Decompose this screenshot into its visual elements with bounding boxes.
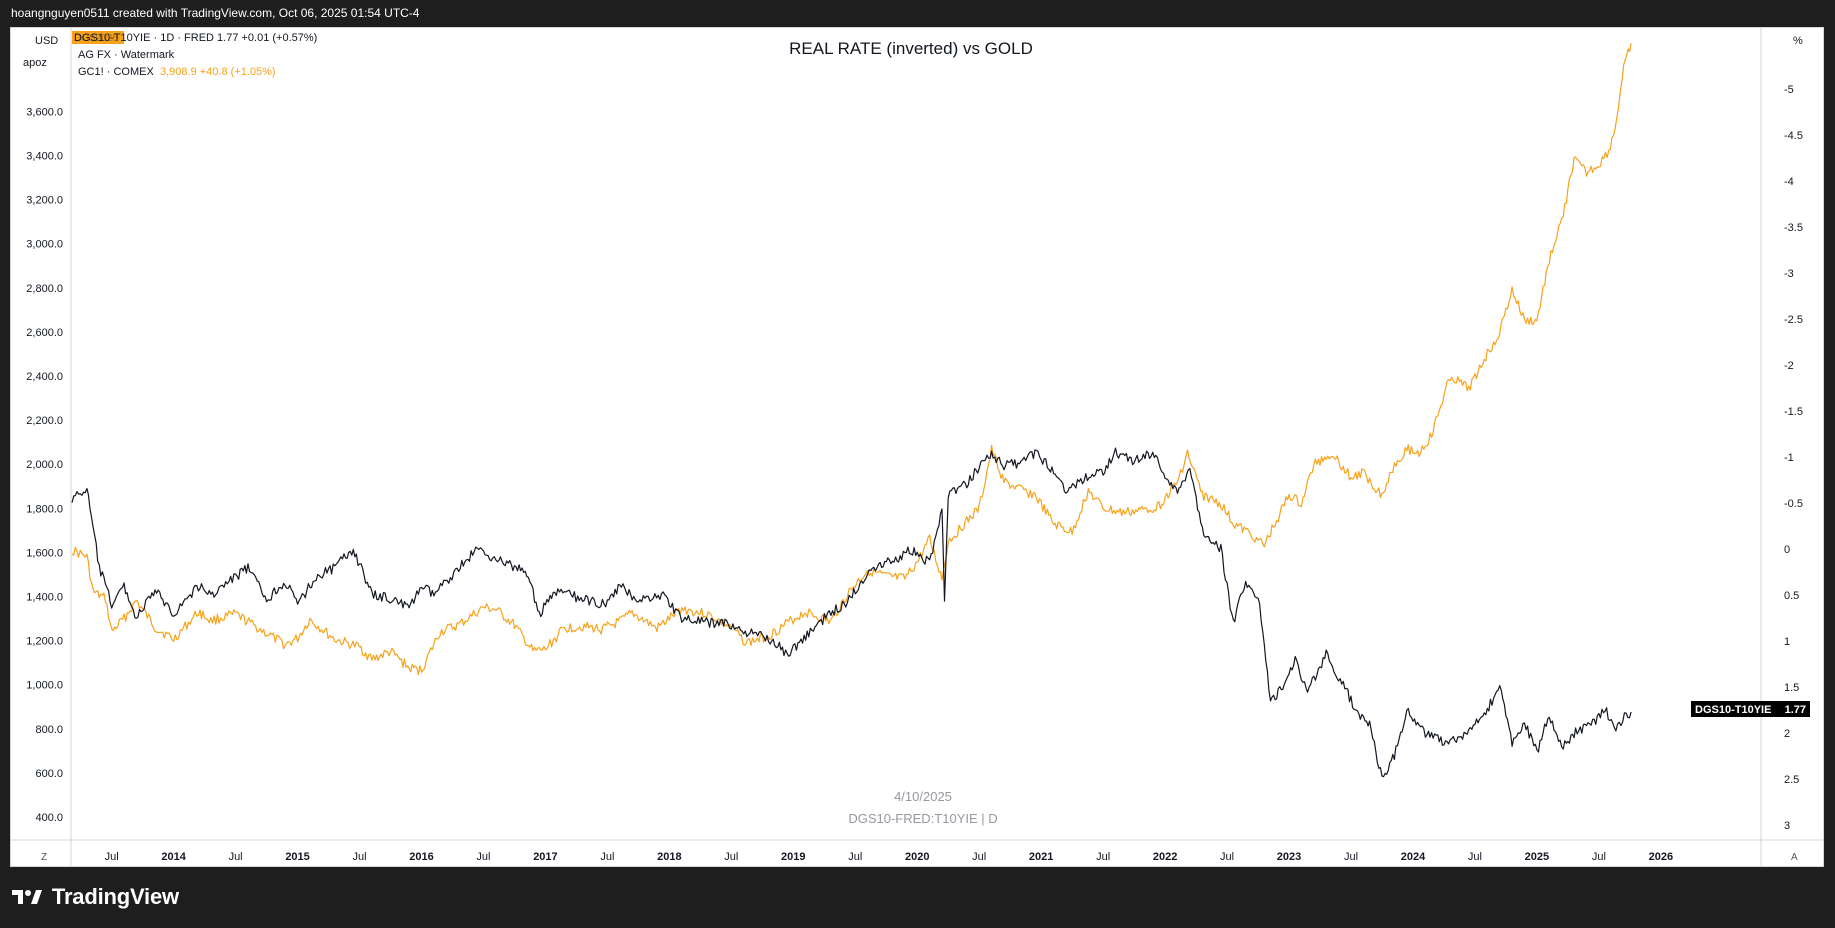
right-tick-label: -1.5 bbox=[1784, 406, 1803, 418]
right-tick-label: -2.5 bbox=[1784, 314, 1803, 326]
left-tick-label: 2,000.0 bbox=[26, 459, 63, 471]
time-tick-label: 2021 bbox=[1029, 851, 1053, 863]
right-tick-label: -3 bbox=[1784, 268, 1794, 280]
right-tick-label: -5 bbox=[1784, 84, 1794, 96]
chart-canvas[interactable]: USD apoz % Z A REAL RATE (inverted) vs G… bbox=[11, 28, 1823, 866]
time-tick-label: 2022 bbox=[1153, 851, 1177, 863]
left-tick-label: 3,000.0 bbox=[26, 239, 63, 251]
right-tick-label: 1 bbox=[1784, 636, 1790, 648]
chart-frame: USD apoz % Z A REAL RATE (inverted) vs G… bbox=[10, 27, 1824, 867]
time-tick-label: Jul bbox=[1468, 851, 1482, 863]
legend[interactable]: DGS10-T10YIE · 1D · FRED 1.77 +0.01 (+0.… bbox=[72, 31, 317, 78]
watermark-symbol: DGS10-FRED:T10YIE | D bbox=[848, 811, 997, 826]
series-line-real-rate bbox=[71, 447, 1632, 778]
left-tick-label: 400.0 bbox=[35, 812, 63, 824]
left-tick-label: 2,800.0 bbox=[26, 283, 63, 295]
time-tick-label: 2023 bbox=[1277, 851, 1301, 863]
time-tick-label: 2019 bbox=[781, 851, 805, 863]
time-tick-label: 2014 bbox=[161, 851, 186, 863]
right-tick-label: 1.5 bbox=[1784, 682, 1799, 694]
left-axis-ticks[interactable]: 3,600.0 3,400.0 3,200.0 3,000.0 2,800.0 2,600… bbox=[26, 106, 63, 824]
left-tick-label: 1,600.0 bbox=[26, 547, 63, 559]
price-label-value: 1.77 bbox=[1785, 704, 1806, 716]
left-corner-button[interactable]: Z bbox=[41, 852, 47, 863]
right-tick-label: 0 bbox=[1784, 544, 1790, 556]
time-tick-label: 2025 bbox=[1525, 851, 1549, 863]
creator-credit: hoangnguyen0511 created with TradingView… bbox=[11, 6, 420, 20]
price-label-name: DGS10-T10YIE bbox=[1695, 704, 1771, 716]
tradingview-logo[interactable]: TradingView bbox=[12, 883, 179, 910]
left-tick-label: 3,400.0 bbox=[26, 150, 63, 162]
series-line-gold bbox=[71, 43, 1632, 676]
legend-row-gold-symbol[interactable]: GC1! · COMEX bbox=[78, 66, 154, 78]
time-tick-label: Jul bbox=[229, 851, 243, 863]
scale-mode-label[interactable]: apoz bbox=[23, 57, 47, 69]
right-tick-label: -4.5 bbox=[1784, 130, 1803, 142]
left-tick-label: 1,400.0 bbox=[26, 591, 63, 603]
time-tick-label: Jul bbox=[848, 851, 862, 863]
right-tick-label: -4 bbox=[1784, 176, 1794, 188]
legend-row-watermark[interactable]: AG FX · Watermark bbox=[78, 49, 175, 61]
time-tick-label: 2024 bbox=[1401, 851, 1426, 863]
right-axis-ticks[interactable]: -5 -4.5 -4 -3.5 -3 -2.5 -2 -1.5 -1 -0.5 0 0.5 1 1.5 2 2… bbox=[1784, 84, 1803, 832]
right-tick-label: -2 bbox=[1784, 360, 1794, 372]
legend-row-dgs10[interactable]: DGS10-T10YIE · 1D · FRED 1.77 +0.01 (+0.… bbox=[74, 32, 317, 44]
left-tick-label: 2,200.0 bbox=[26, 415, 63, 427]
brand-name: TradingView bbox=[51, 884, 179, 910]
price-label-bg bbox=[1691, 701, 1810, 717]
left-tick-label: 600.0 bbox=[35, 768, 63, 780]
plot-area bbox=[71, 43, 1632, 778]
right-tick-label: -1 bbox=[1784, 452, 1794, 464]
right-tick-label: 2 bbox=[1784, 728, 1790, 740]
right-corner-button[interactable]: A bbox=[1791, 852, 1798, 863]
chart-title: REAL RATE (inverted) vs GOLD bbox=[789, 39, 1033, 58]
time-tick-label: 2015 bbox=[285, 851, 309, 863]
price-label[interactable]: DGS10-T10YIE 1.77 bbox=[1691, 701, 1810, 717]
left-tick-label: 2,400.0 bbox=[26, 371, 63, 383]
time-tick-label: Jul bbox=[1344, 851, 1358, 863]
time-tick-label: 2018 bbox=[657, 851, 681, 863]
left-tick-label: 2,600.0 bbox=[26, 327, 63, 339]
time-tick-label: Jul bbox=[476, 851, 490, 863]
time-tick-label: Jul bbox=[724, 851, 738, 863]
time-tick-label: Jul bbox=[105, 851, 119, 863]
legend-row-gold-value: 3,908.9 +40.8 (+1.05%) bbox=[160, 66, 276, 78]
time-tick-label: Jul bbox=[600, 851, 614, 863]
left-tick-label: 800.0 bbox=[35, 724, 63, 736]
overlay-tag-bg bbox=[72, 31, 124, 44]
time-tick-label: 2020 bbox=[905, 851, 929, 863]
left-tick-label: 3,600.0 bbox=[26, 106, 63, 118]
left-tick-label: 3,200.0 bbox=[26, 195, 63, 207]
right-unit-label: % bbox=[1793, 35, 1803, 47]
time-tick-label: Jul bbox=[1220, 851, 1234, 863]
header-bar: hoangnguyen0511 created with TradingView… bbox=[0, 0, 1835, 27]
tradingview-logo-icon bbox=[12, 890, 42, 905]
time-tick-label: Jul bbox=[1592, 851, 1606, 863]
time-tick-label: 2017 bbox=[533, 851, 557, 863]
currency-label[interactable]: USD bbox=[35, 35, 58, 47]
right-tick-label: -3.5 bbox=[1784, 222, 1803, 234]
right-tick-label: 3 bbox=[1784, 820, 1790, 832]
watermark-date: 4/10/2025 bbox=[894, 789, 952, 804]
right-tick-label: -0.5 bbox=[1784, 498, 1803, 510]
time-tick-label: Jul bbox=[352, 851, 366, 863]
time-tick-label: 2016 bbox=[409, 851, 433, 863]
time-tick-label: Jul bbox=[1096, 851, 1110, 863]
time-tick-label: 2026 bbox=[1649, 851, 1673, 863]
right-tick-label: 2.5 bbox=[1784, 774, 1799, 786]
time-axis-ticks[interactable]: Jul 2014 Jul 2015 Jul 2016 Jul 2017 Jul 2018 Jul 20… bbox=[105, 851, 1673, 863]
left-tick-label: 1,000.0 bbox=[26, 680, 63, 692]
time-tick-label: Jul bbox=[972, 851, 986, 863]
left-tick-label: 1,200.0 bbox=[26, 636, 63, 648]
right-tick-label: 0.5 bbox=[1784, 590, 1799, 602]
left-tick-label: 1,800.0 bbox=[26, 503, 63, 515]
overlay-tag: DGS2025 bbox=[74, 33, 118, 44]
